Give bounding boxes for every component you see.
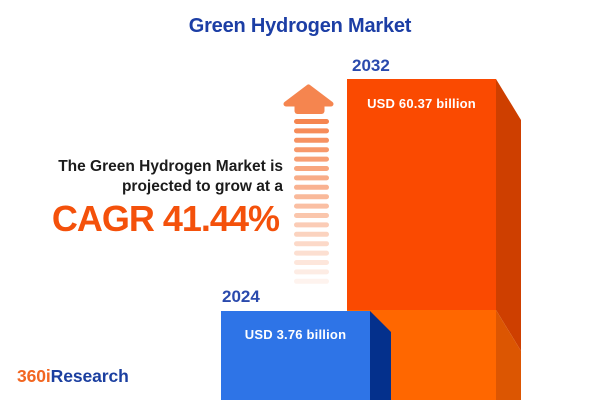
logo-360i: 360i: [17, 366, 51, 386]
bar-2032-face-upper: [347, 79, 496, 310]
bar-value-2024: USD 3.76 billion: [244, 327, 347, 342]
bar-2032: [347, 79, 521, 400]
bar-2032-side-upper: [496, 79, 521, 351]
tagline-line2: projected to grow at a: [121, 178, 283, 195]
logo: 360iResearch: [17, 366, 129, 386]
arrow-stripes: [294, 119, 329, 284]
bar-2032-side-lower: [496, 310, 521, 400]
bar-label-2032: 2032: [352, 56, 390, 75]
bar-2024: [221, 311, 391, 400]
bar-value-2032: USD 60.37 billion: [367, 96, 476, 111]
bar-2024-face: [221, 311, 370, 400]
page-title: Green Hydrogen Market: [188, 15, 412, 37]
cagr-value: CAGR 41.44%: [51, 198, 280, 239]
arrow-neck: [294, 96, 325, 114]
tagline-line1: The Green Hydrogen Market is: [58, 158, 283, 175]
bar-label-2024: 2024: [222, 287, 260, 306]
logo-research: Research: [50, 366, 129, 386]
up-arrow-icon: [283, 84, 334, 284]
bar-2024-side: [370, 311, 391, 400]
tagline: The Green Hydrogen Market is projected t…: [0, 157, 283, 238]
